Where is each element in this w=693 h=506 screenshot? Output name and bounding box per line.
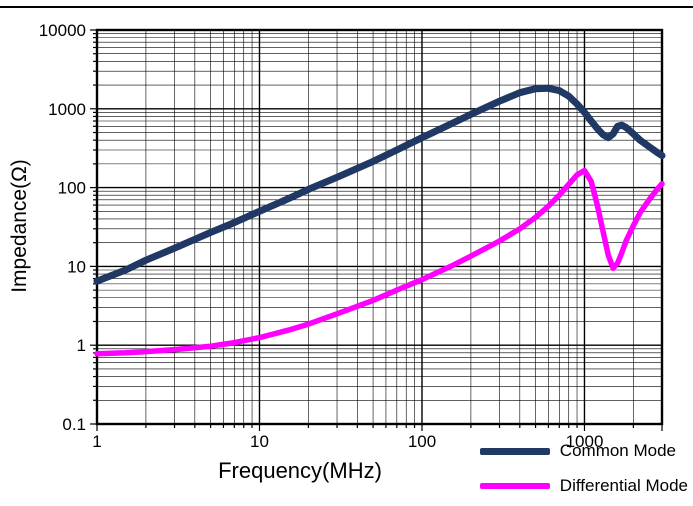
legend: Common Mode Differential Mode [479, 441, 688, 496]
y-tick-label: 0.1 [62, 415, 86, 434]
y-tick-labels: 0.1 1 10 100 1000 10000 [39, 21, 86, 434]
x-tick-label: 1000 [566, 432, 604, 451]
y-tick-label: 10000 [39, 21, 86, 40]
plot-border [95, 28, 664, 426]
y-tick-label: 1 [77, 336, 86, 355]
axis-ticks [90, 29, 663, 431]
x-tick-label: 10 [250, 432, 269, 451]
differential-mode-curve [94, 167, 665, 357]
y-axis-title: Impedance(Ω) [8, 159, 31, 293]
minor-gridlines [97, 30, 662, 424]
common-mode-curve [93, 84, 666, 285]
legend-label: Common Mode [559, 441, 677, 460]
y-tick-label: 100 [58, 179, 86, 198]
top-border-line [0, 6, 693, 8]
x-axis-title: Frequency(MHz) [218, 458, 382, 483]
legend-swatch [479, 447, 550, 455]
x-tick-label: 100 [408, 432, 436, 451]
legend-swatch [479, 483, 550, 489]
y-tick-label: 10 [67, 257, 86, 276]
y-tick-label: 1000 [48, 100, 86, 119]
legend-label: Differential Mode [559, 476, 688, 495]
x-tick-label: 1 [92, 432, 101, 451]
x-tick-labels: 1 10 100 1000 [92, 432, 603, 451]
